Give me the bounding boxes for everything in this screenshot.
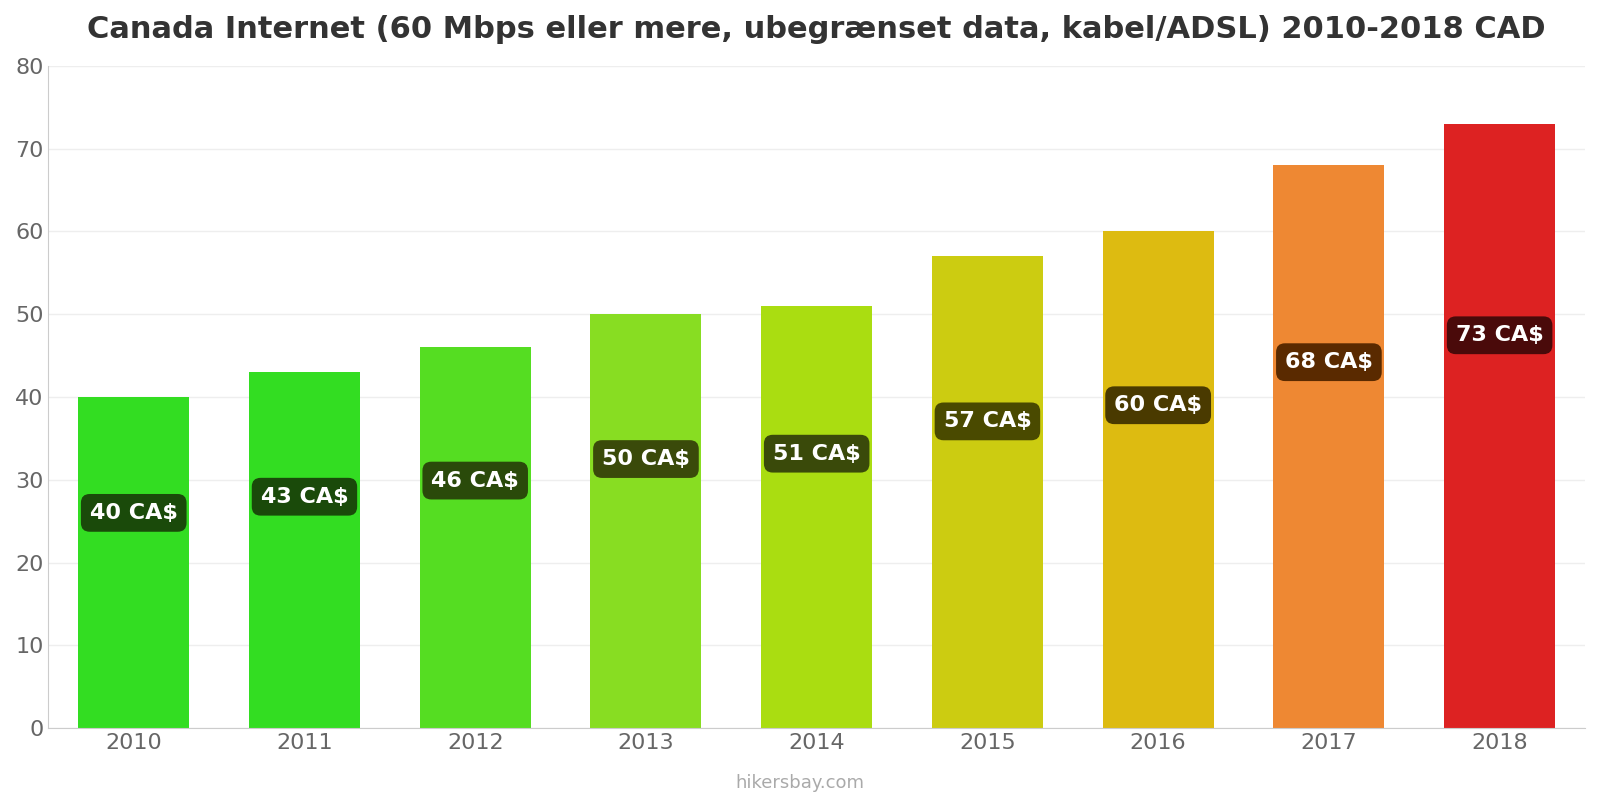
Bar (250, 372, 360, 728)
Bar (419, 347, 531, 728)
Text: 57 CA$: 57 CA$ (944, 411, 1032, 431)
Text: 46 CA$: 46 CA$ (432, 470, 518, 490)
Bar (762, 306, 872, 728)
Text: 51 CA$: 51 CA$ (773, 444, 861, 464)
Title: Canada Internet (60 Mbps eller mere, ubegrænset data, kabel/ADSL) 2010-2018 CAD: Canada Internet (60 Mbps eller mere, ube… (88, 15, 1546, 44)
Bar (1274, 165, 1384, 728)
Bar (590, 314, 701, 728)
Bar (1445, 124, 1555, 728)
Text: 73 CA$: 73 CA$ (1456, 326, 1544, 346)
Text: hikersbay.com: hikersbay.com (736, 774, 864, 792)
Text: 68 CA$: 68 CA$ (1285, 352, 1373, 372)
Text: 40 CA$: 40 CA$ (90, 503, 178, 523)
Bar (78, 397, 189, 728)
Bar (931, 256, 1043, 728)
Text: 43 CA$: 43 CA$ (261, 486, 349, 506)
Text: 50 CA$: 50 CA$ (602, 449, 690, 469)
Bar (1102, 231, 1214, 728)
Text: 60 CA$: 60 CA$ (1114, 395, 1202, 415)
